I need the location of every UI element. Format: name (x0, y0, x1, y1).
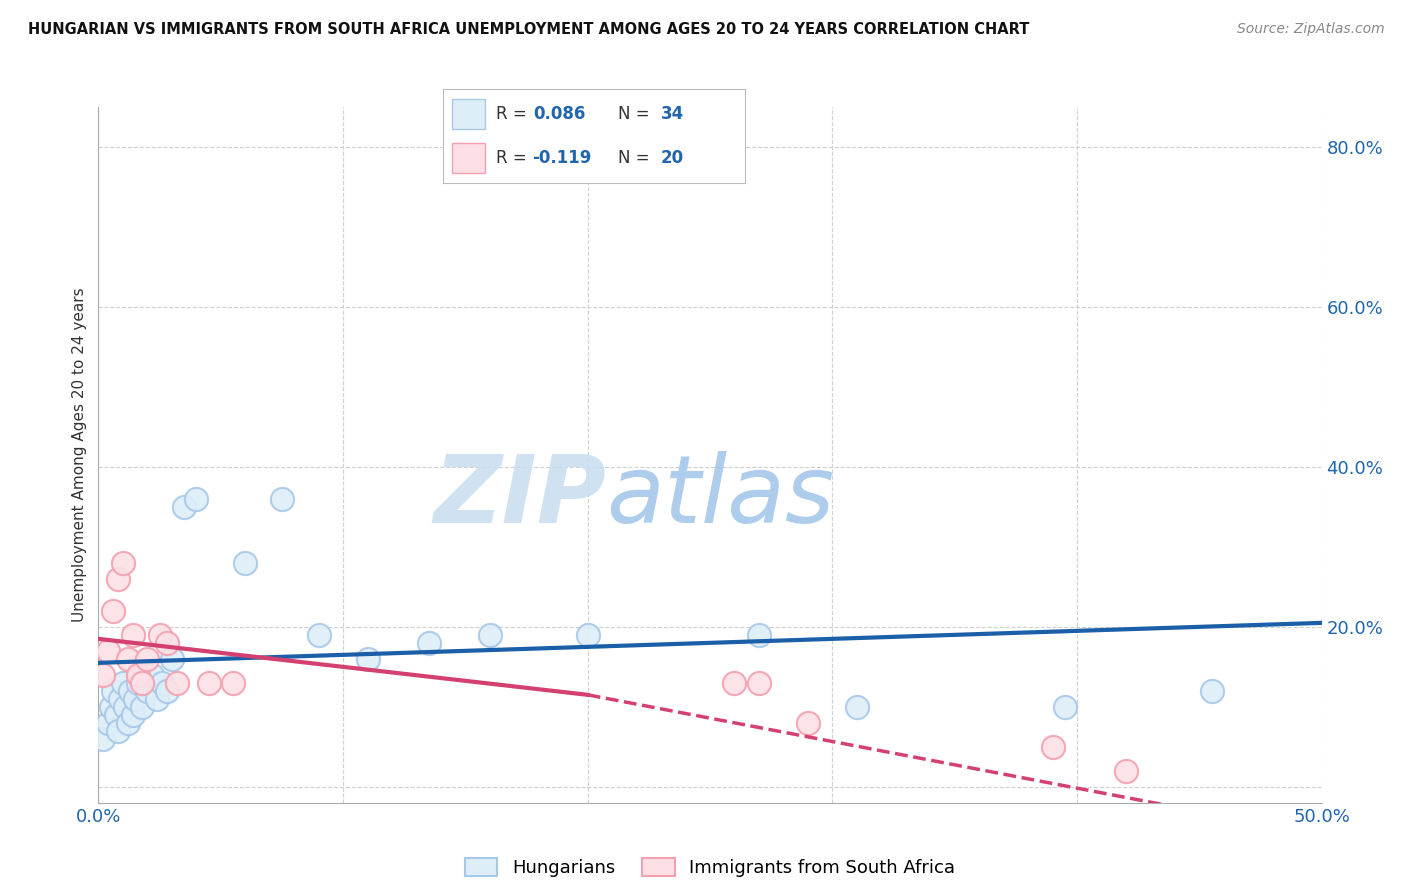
Text: 0.086: 0.086 (534, 105, 586, 123)
Point (101, 604, 124, 618)
Legend: Hungarians, Immigrants from South Africa: Hungarians, Immigrants from South Africa (458, 850, 962, 884)
Point (723, 676, 745, 690)
Point (141, 668, 163, 682)
Point (748, 628, 770, 642)
Text: HUNGARIAN VS IMMIGRANTS FROM SOUTH AFRICA UNEMPLOYMENT AMONG AGES 20 TO 24 YEARS: HUNGARIAN VS IMMIGRANTS FROM SOUTH AFRIC… (28, 22, 1029, 37)
Point (100, 699, 122, 714)
Point (576, 628, 599, 642)
Point (418, 636, 440, 650)
Point (160, 652, 183, 666)
Point (186, 491, 208, 506)
Point (845, 699, 868, 714)
Point (270, 491, 294, 506)
Point (97, 715, 120, 730)
Point (110, 691, 132, 706)
Point (111, 676, 134, 690)
Point (127, 668, 149, 682)
Text: R =: R = (496, 149, 531, 167)
Point (117, 715, 139, 730)
Point (797, 715, 820, 730)
Text: 34: 34 (661, 105, 683, 123)
Point (478, 628, 501, 642)
Y-axis label: Unemployment Among Ages 20 to 24 years: Unemployment Among Ages 20 to 24 years (72, 287, 87, 623)
Point (1042, 739, 1064, 754)
Point (104, 707, 127, 722)
Point (131, 699, 153, 714)
Point (107, 723, 129, 738)
Point (136, 683, 159, 698)
FancyBboxPatch shape (451, 98, 485, 129)
Point (1053, 699, 1076, 714)
Point (114, 699, 136, 714)
Point (173, 500, 195, 514)
Point (127, 676, 149, 690)
Point (748, 676, 770, 690)
Point (131, 676, 153, 690)
Point (356, 652, 378, 666)
Point (121, 628, 143, 642)
Point (150, 676, 173, 690)
Point (222, 676, 245, 690)
Text: Source: ZipAtlas.com: Source: ZipAtlas.com (1237, 22, 1385, 37)
Point (124, 691, 146, 706)
Text: R =: R = (496, 105, 531, 123)
Point (308, 628, 330, 642)
Point (149, 628, 172, 642)
Point (101, 683, 124, 698)
Point (97, 644, 120, 658)
Point (91, 731, 114, 746)
Point (107, 572, 129, 586)
Text: ZIP: ZIP (433, 450, 606, 542)
Point (166, 676, 188, 690)
FancyBboxPatch shape (451, 143, 485, 173)
Point (156, 636, 179, 650)
Point (197, 676, 219, 690)
Point (121, 707, 143, 722)
Point (1201, 683, 1223, 698)
Point (117, 652, 139, 666)
Point (91, 668, 114, 682)
Point (1115, 764, 1137, 778)
Point (233, 556, 256, 570)
Point (146, 691, 169, 706)
Point (120, 683, 142, 698)
Text: N =: N = (619, 149, 655, 167)
Point (136, 652, 159, 666)
Text: N =: N = (619, 105, 655, 123)
Text: -0.119: -0.119 (531, 149, 592, 167)
Text: 20: 20 (661, 149, 683, 167)
Point (111, 556, 134, 570)
Point (156, 683, 179, 698)
Text: atlas: atlas (606, 451, 834, 542)
